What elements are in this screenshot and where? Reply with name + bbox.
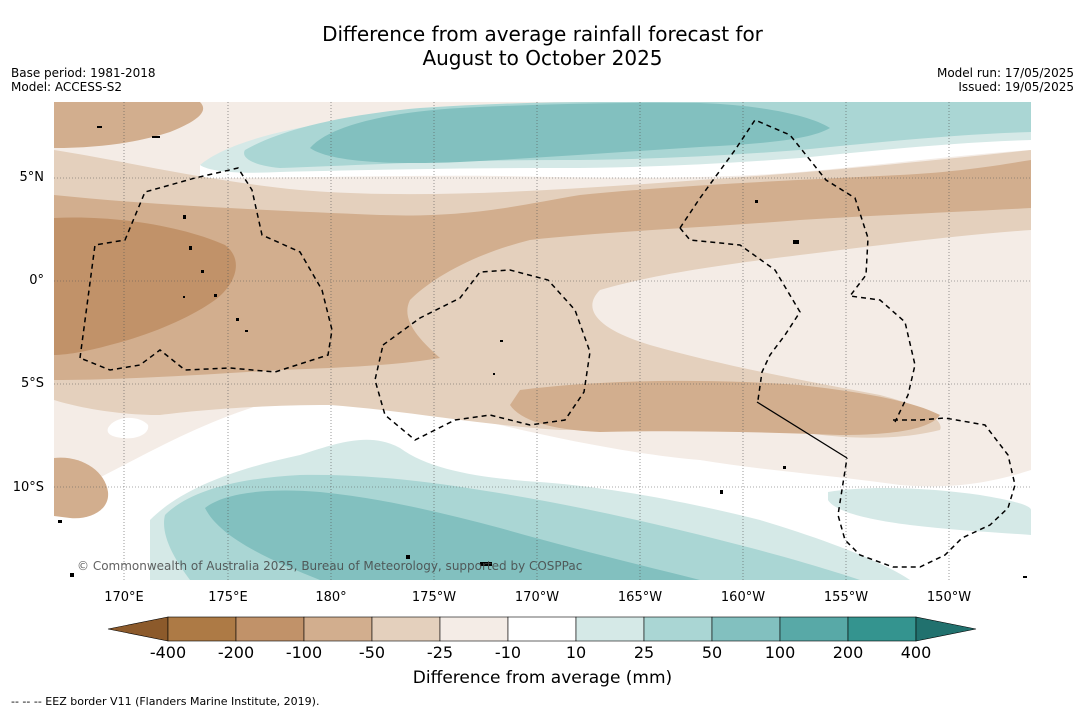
colorbar-extend-high: [915, 616, 977, 642]
lon-tick-180: 180°: [315, 590, 347, 605]
cb-label-2: -200: [217, 643, 255, 662]
teal-south-strong: [205, 490, 700, 580]
cb-label-10: 100: [764, 643, 796, 662]
white-patch-small: [107, 417, 149, 439]
colorbar-segment: [167, 616, 237, 642]
lon-tick-175e: 175°E: [208, 590, 248, 605]
map-fill-layers: [54, 102, 1031, 580]
brown-patch-sw: [54, 457, 109, 519]
copyright-notice: © Commonwealth of Australia 2025, Bureau…: [77, 559, 583, 573]
lon-tick-165w: 165°W: [617, 590, 663, 605]
colorbar-segment: [711, 616, 781, 642]
cb-label-7: 10: [565, 643, 587, 662]
brown-patch-nw: [54, 102, 204, 148]
brown-patch-east: [510, 380, 940, 435]
issued-date: Issued: 19/05/2025: [958, 80, 1074, 94]
colorbar-segment: [575, 616, 645, 642]
eez-phoenix: [374, 269, 591, 441]
lon-tick-150w: 150°W: [926, 590, 972, 605]
colorbar-segment: [779, 616, 849, 642]
colorbar-segment: [371, 616, 441, 642]
lon-tick-170e: 170°E: [104, 590, 144, 605]
colorbar-segment: [507, 616, 577, 642]
eez-solid-segment: [756, 401, 848, 459]
map-title: Difference from average rainfall forecas…: [0, 22, 1085, 70]
colorbar-segments: [107, 616, 977, 642]
base-period: Base period: 1981-2018: [11, 66, 156, 80]
cb-label-8: 25: [633, 643, 655, 662]
lat-tick-5n: 5°N: [19, 170, 45, 185]
cb-label-6: -10: [494, 643, 522, 662]
eez-line-islands: [679, 119, 916, 423]
island-specks: [58, 126, 1027, 578]
title-line-1: Difference from average rainfall forecas…: [322, 22, 763, 46]
colorbar-segment: [643, 616, 713, 642]
colorbar-segment: [439, 616, 509, 642]
eez-cook: [837, 417, 1016, 568]
cb-label-11: 200: [832, 643, 864, 662]
lon-tick-175w: 175°W: [411, 590, 457, 605]
lat-tick-0: 0°: [29, 273, 44, 288]
colorbar-segment: [303, 616, 373, 642]
model-name: Model: ACCESS-S2: [11, 80, 123, 94]
lon-tick-160w: 160°W: [720, 590, 766, 605]
cb-label-4: -50: [358, 643, 386, 662]
teal-north-strong: [310, 102, 830, 164]
teal-se-patch: [828, 488, 1031, 535]
eez-borders: [79, 119, 1016, 568]
brown-core-minus200: [54, 217, 236, 355]
cb-label-12: 400: [900, 643, 932, 662]
title-line-2: August to October 2025: [422, 46, 663, 70]
meta-left: Base period: 1981-2018 Model: ACCESS-S2: [11, 66, 156, 94]
lon-tick-170w: 170°W: [514, 590, 560, 605]
eez-footnote: -- -- -- EEZ border V11 (Flanders Marine…: [11, 695, 320, 708]
lat-tick-5s: 5°S: [20, 376, 44, 391]
meta-right: Model run: 17/05/2025 Issued: 19/05/2025: [937, 66, 1074, 94]
graticule: [54, 177, 1031, 488]
lat-tick-10s: 10°S: [12, 480, 44, 495]
cb-label-9: 50: [701, 643, 723, 662]
cb-label-5: -25: [426, 643, 454, 662]
colorbar-segment: [235, 616, 305, 642]
cb-label-3: -100: [285, 643, 323, 662]
eez-line-west: [679, 227, 801, 401]
colorbar-segment: [847, 616, 917, 642]
lon-tick-155w: 155°W: [823, 590, 869, 605]
cb-label-1: -400: [149, 643, 187, 662]
colorbar-extend-low: [107, 616, 169, 642]
colorbar-title: Difference from average (mm): [412, 668, 673, 688]
model-run: Model run: 17/05/2025: [936, 66, 1074, 80]
brown-band-minus100: [54, 160, 1031, 380]
eez-tuvalu-kiribati: [79, 167, 333, 373]
